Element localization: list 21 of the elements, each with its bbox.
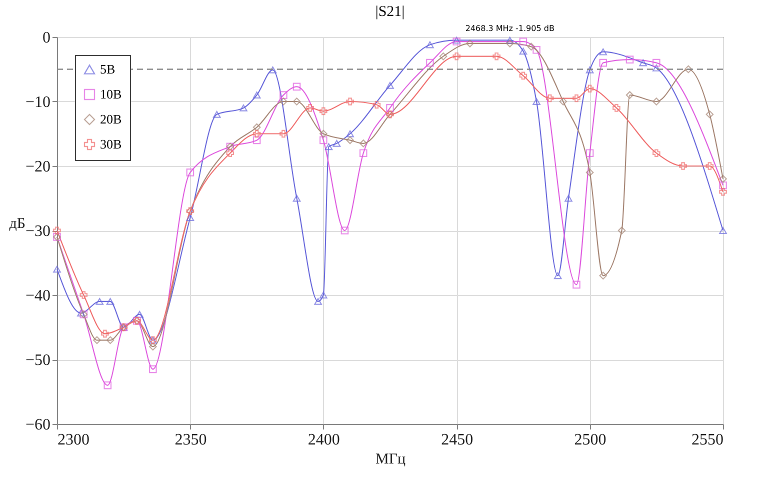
y-tick-label: −10 xyxy=(25,94,50,111)
chart-title: |S21| xyxy=(375,4,405,20)
x-tick-label: 2400 xyxy=(308,432,340,448)
text: 2468.3 MHz -1.905 dB xyxy=(465,24,554,33)
legend-label: 30B xyxy=(100,136,122,152)
y-tick-label: −40 xyxy=(25,288,50,304)
x-tick-label: 2550 xyxy=(692,432,724,448)
y-axis-title: дБ xyxy=(9,216,26,232)
y-tick-label: −50 xyxy=(25,352,50,369)
y-tick-label: −30 xyxy=(25,223,50,240)
x-tick-label: 2500 xyxy=(574,432,606,448)
legend-label: 10B xyxy=(100,86,122,102)
x-tick-label: 2450 xyxy=(441,432,474,448)
x-axis-title: МГц xyxy=(375,452,406,468)
y-tick-label: −20 xyxy=(25,158,50,176)
y-tick-label: −60 xyxy=(25,416,50,434)
x-tick-label: 2350 xyxy=(174,432,207,448)
legend-label: 20B xyxy=(100,112,122,126)
x-tick-label: 2300 xyxy=(58,432,90,448)
y-tick-label: 0 xyxy=(42,30,50,46)
legend-label: 5B xyxy=(100,62,116,76)
